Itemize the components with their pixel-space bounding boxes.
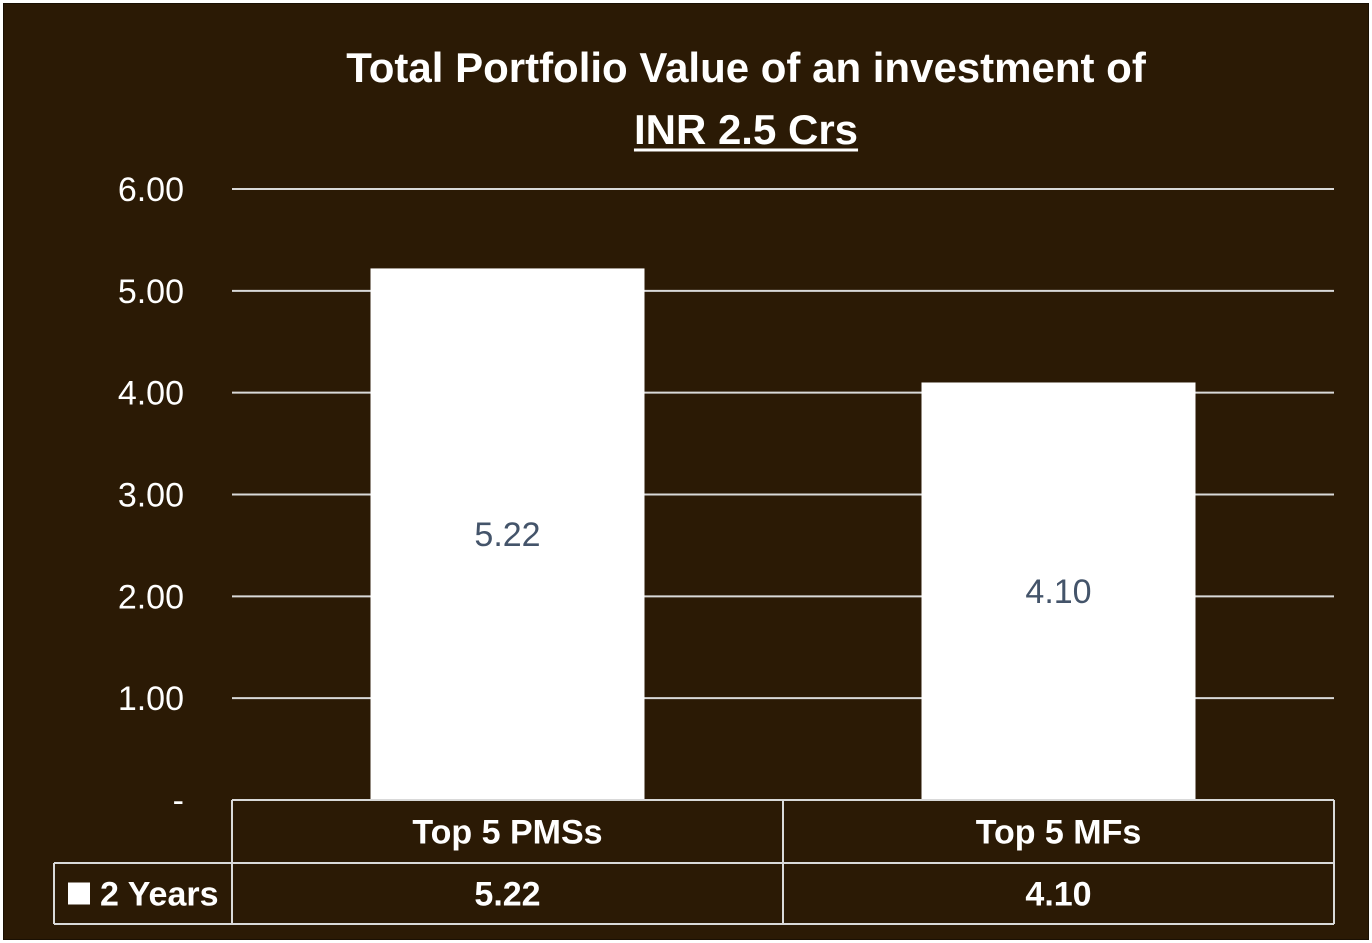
- chart-title-line2: INR 2.5 Crs: [634, 106, 858, 153]
- table-category-label: Top 5 MFs: [976, 814, 1142, 852]
- bar: [921, 382, 1196, 800]
- table-value: 4.10: [1025, 876, 1091, 914]
- y-tick-label: 3.00: [118, 477, 184, 515]
- table-category-label: Top 5 PMSs: [412, 814, 602, 852]
- bar-chart: Total Portfolio Value of an investment o…: [53, 44, 1335, 925]
- chart-title-line1: Total Portfolio Value of an investment o…: [346, 44, 1147, 91]
- data-table: Top 5 PMSs 5.22 Top 5 MFs 4.10 2 Years: [53, 799, 1335, 925]
- table-value: 5.22: [474, 876, 540, 914]
- legend-series-name: 2 Years: [100, 876, 219, 914]
- bar-data-label: 4.10: [1025, 573, 1091, 611]
- y-tick-label: 1.00: [118, 680, 184, 718]
- bar-data-label: 5.22: [474, 516, 540, 554]
- y-tick-label: 4.00: [118, 375, 184, 413]
- y-tick-label: -: [173, 782, 184, 820]
- y-axis-ticks: - 1.00 2.00 3.00 4.00 5.00 6.00: [118, 171, 184, 820]
- y-tick-label: 2.00: [118, 578, 184, 616]
- chart-frame: Total Portfolio Value of an investment o…: [3, 3, 1369, 940]
- y-tick-label: 6.00: [118, 171, 184, 209]
- bars: [370, 268, 1196, 800]
- bar: [370, 268, 645, 800]
- data-labels: 5.22 4.10: [474, 516, 1091, 611]
- y-tick-label: 5.00: [118, 273, 184, 311]
- legend-key: [68, 882, 90, 905]
